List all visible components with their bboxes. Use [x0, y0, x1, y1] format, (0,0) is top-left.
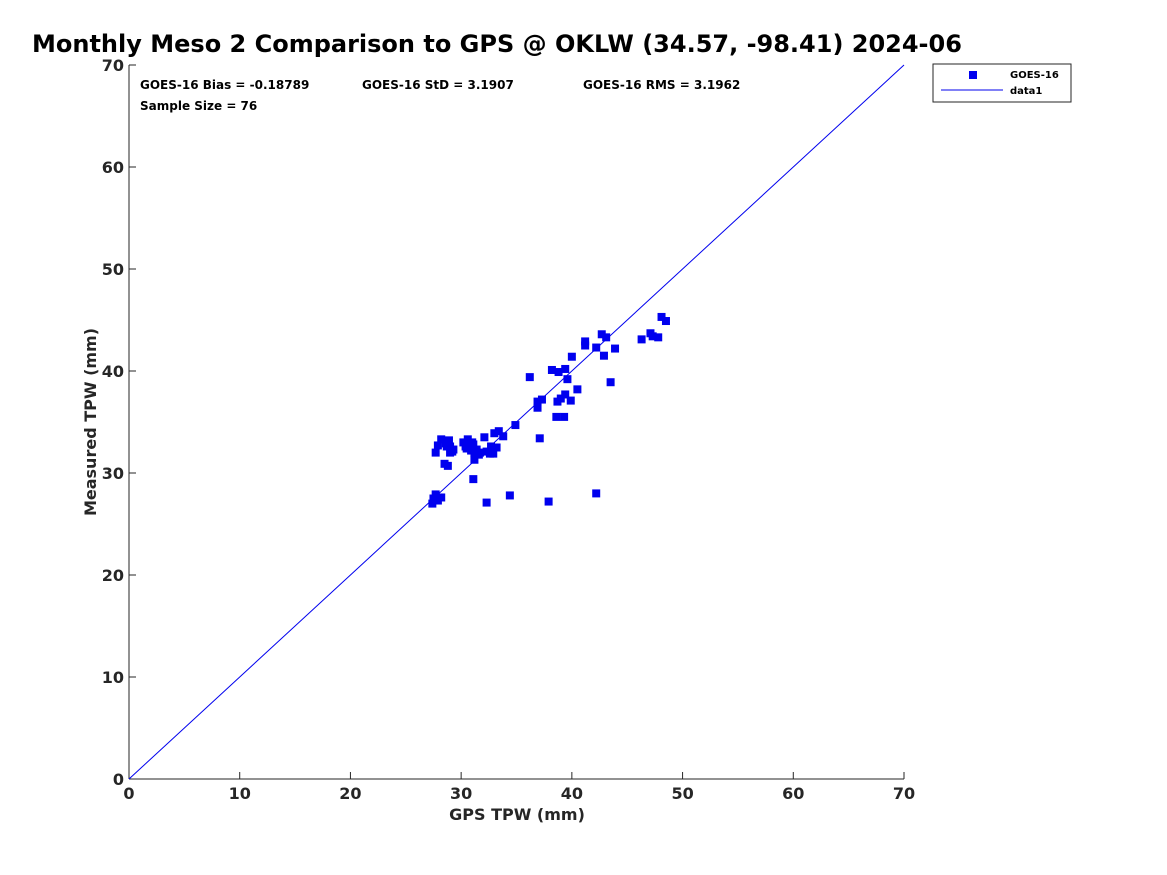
data-point	[554, 368, 563, 377]
stat-rms: GOES-16 RMS = 3.1962	[583, 78, 740, 92]
chart-title: Monthly Meso 2 Comparison to GPS @ OKLW …	[32, 30, 962, 58]
x-axis-label: GPS TPW (mm)	[449, 805, 585, 824]
data-point	[467, 446, 476, 455]
data-point	[533, 403, 542, 412]
data-point	[487, 442, 496, 451]
data-point	[556, 394, 565, 403]
x-tick-label: 10	[229, 784, 251, 803]
data-point	[648, 332, 657, 341]
data-point	[561, 390, 570, 399]
data-point	[437, 493, 446, 502]
y-tick-label: 40	[102, 362, 124, 381]
y-axis-label: Measured TPW (mm)	[81, 328, 100, 516]
plot-area: 0 10 20 30 40 50 60 70 0 10 20 30 40 50 60 70	[102, 56, 915, 803]
data-point	[611, 344, 620, 353]
points-layer	[428, 312, 670, 508]
data-point	[431, 490, 440, 499]
data-point	[637, 335, 646, 344]
x-tick-label: 70	[893, 784, 915, 803]
data-point	[606, 378, 615, 387]
data-point	[567, 352, 576, 361]
data-point	[431, 448, 440, 457]
data-point	[581, 341, 590, 350]
y-ticks: 0 10 20 30 40 50 60 70	[102, 56, 136, 789]
data-point	[437, 435, 446, 444]
data-point	[597, 330, 606, 339]
data-point	[533, 397, 542, 406]
y-tick-label: 0	[113, 770, 124, 789]
data-point	[444, 436, 453, 445]
legend-box	[932, 63, 1072, 103]
data-point	[490, 429, 499, 438]
data-point	[566, 396, 575, 405]
data-point	[446, 448, 455, 457]
legend-label-data1: data1	[1010, 86, 1042, 97]
data-point	[489, 449, 498, 458]
y-tick-label: 30	[102, 464, 124, 483]
data-point	[463, 435, 472, 444]
data-point	[462, 444, 471, 453]
data-point	[602, 333, 611, 342]
data-point	[505, 491, 514, 500]
data-point	[599, 351, 608, 360]
legend-marker-square	[969, 71, 977, 79]
data-point	[525, 373, 534, 382]
data-point	[657, 312, 666, 321]
data-point	[561, 364, 570, 373]
data-point	[428, 499, 437, 508]
data-point	[474, 450, 483, 459]
y-tick-label: 60	[102, 158, 124, 177]
stat-bias: GOES-16 Bias = -0.18789	[140, 78, 309, 92]
data-point	[654, 333, 663, 342]
legend-label-goes16: GOES-16	[1010, 70, 1059, 81]
data-point	[573, 385, 582, 394]
data-point	[547, 365, 556, 374]
data-point	[494, 427, 503, 436]
data-point	[499, 432, 508, 441]
data-point	[537, 395, 546, 404]
data-point	[544, 497, 553, 506]
x-tick-label: 50	[671, 784, 693, 803]
x-tick-label: 60	[782, 784, 804, 803]
data-point	[661, 317, 670, 326]
data-point	[433, 441, 442, 450]
y-tick-label: 10	[102, 668, 124, 687]
data-point	[443, 461, 452, 470]
data-point	[470, 455, 479, 464]
data-point	[429, 494, 438, 503]
stat-sample-size: Sample Size = 76	[140, 99, 257, 113]
y-tick-label: 50	[102, 260, 124, 279]
data-point	[552, 412, 561, 421]
data-point	[482, 498, 491, 507]
data-point	[480, 433, 489, 442]
data-point	[469, 440, 478, 449]
x-tick-label: 30	[450, 784, 472, 803]
data-point	[581, 337, 590, 346]
data-point	[592, 489, 601, 498]
legend: GOES-16 data1	[932, 63, 1072, 103]
data-point	[492, 443, 501, 452]
data-point	[535, 434, 544, 443]
data-point	[469, 475, 478, 484]
y-tick-label: 70	[102, 56, 124, 75]
data-point	[560, 412, 569, 421]
stat-std: GOES-16 StD = 3.1907	[362, 78, 514, 92]
y-tick-label: 20	[102, 566, 124, 585]
data-point	[459, 438, 468, 447]
x-tick-label: 0	[123, 784, 134, 803]
x-tick-label: 40	[561, 784, 583, 803]
data-point	[563, 375, 572, 384]
data-point	[511, 421, 520, 430]
data-point	[592, 343, 601, 352]
x-tick-label: 20	[339, 784, 361, 803]
x-ticks: 0 10 20 30 40 50 60 70	[123, 772, 915, 803]
data-point	[442, 442, 451, 451]
